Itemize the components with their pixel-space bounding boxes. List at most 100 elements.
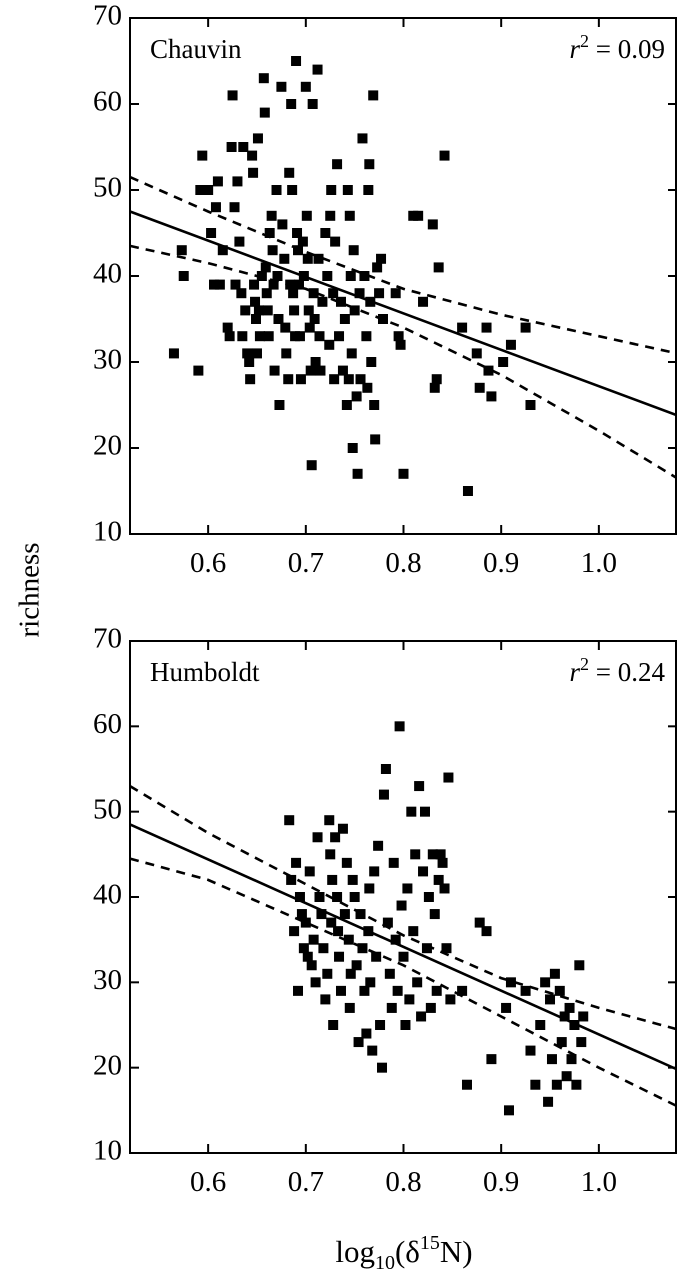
data-point: [328, 1020, 339, 1030]
confidence-band-lower: [129, 857, 677, 1108]
data-point: [392, 985, 403, 996]
data-point: [224, 331, 235, 342]
data-point: [300, 81, 311, 92]
data-point: [412, 977, 423, 988]
data-point: [325, 849, 336, 860]
data-point: [461, 1079, 472, 1090]
data-point: [410, 849, 421, 860]
data-point: [294, 331, 305, 342]
data-point: [352, 468, 363, 479]
panel-humboldt: 10 20 30 40 50 60 70 0.6 0.7 0.8 0.9 1.0 Humboldt r2 …: [93, 623, 677, 1198]
data-point: [578, 1011, 589, 1022]
data-point: [310, 977, 321, 988]
data-point: [569, 1020, 580, 1030]
confidence-band-upper: [129, 784, 677, 1031]
x-tick-label: 0.9: [483, 1166, 519, 1198]
data-point: [344, 210, 355, 221]
data-point: [481, 926, 492, 937]
data-point: [414, 781, 425, 792]
data-point: [427, 849, 438, 860]
plot-frame: [129, 640, 677, 1154]
data-point: [419, 806, 430, 817]
data-point: [373, 840, 384, 851]
data-point: [291, 56, 302, 66]
data-point: [242, 348, 253, 359]
data-point: [371, 951, 382, 962]
data-point: [269, 365, 280, 376]
data-point: [206, 228, 217, 238]
data-point: [236, 288, 247, 299]
data-point: [386, 1002, 397, 1013]
data-point: [408, 926, 419, 937]
data-point: [343, 934, 354, 945]
data-point: [393, 331, 404, 342]
data-point: [253, 305, 264, 316]
data-point: [361, 1028, 372, 1039]
data-point: [439, 883, 450, 894]
data-point: [378, 789, 389, 800]
data-point: [203, 185, 214, 195]
data-point: [212, 176, 223, 187]
data-point: [346, 348, 357, 359]
data-point: [292, 228, 303, 238]
data-point: [309, 314, 320, 324]
data-point: [370, 434, 381, 445]
data-point: [193, 365, 204, 376]
data-point: [551, 1079, 562, 1090]
data-point: [293, 279, 304, 290]
data-point: [362, 382, 373, 393]
data-point: [260, 262, 271, 273]
data-point: [367, 1045, 378, 1056]
data-point: [339, 909, 350, 920]
data-point: [304, 866, 315, 877]
data-point: [520, 322, 531, 333]
x-tick-label: 0.7: [288, 1166, 324, 1198]
data-point: [294, 892, 305, 902]
data-point: [195, 185, 206, 195]
x-tick-label: 0.8: [385, 1166, 421, 1198]
data-point: [274, 400, 285, 410]
data-point: [293, 985, 304, 996]
data-point: [252, 133, 263, 144]
panel-chauvin: 10 20 30 40 50 60 70 0.6 0.7 0.8 0.9 1.0 Chauvin r2 =…: [93, 0, 677, 579]
data-point: [357, 133, 368, 144]
r-squared-label: r2 = 0.09: [570, 31, 666, 64]
y-tick-label: 10: [93, 1135, 122, 1167]
data-point: [441, 943, 452, 954]
data-point: [305, 365, 316, 376]
data-point: [344, 1002, 355, 1013]
data-point: [289, 305, 300, 316]
data-point: [390, 934, 401, 945]
data-point: [317, 296, 328, 307]
data-point: [498, 357, 509, 367]
data-point: [364, 159, 375, 170]
data-point: [330, 236, 341, 247]
data-point: [564, 1002, 575, 1013]
data-point: [372, 262, 383, 273]
panel-title: Chauvin: [150, 34, 242, 64]
data-point: [314, 331, 325, 342]
data-point: [217, 245, 228, 256]
data-point: [303, 305, 314, 316]
data-point: [545, 994, 556, 1005]
data-point: [554, 985, 565, 996]
data-point: [332, 892, 343, 902]
data-point: [288, 288, 299, 299]
data-point: [416, 1011, 427, 1022]
data-point: [535, 1020, 546, 1030]
data-point: [244, 357, 255, 367]
data-point: [330, 832, 341, 843]
data-point: [268, 279, 279, 290]
data-point: [400, 1020, 411, 1030]
data-point: [247, 150, 258, 161]
data-point: [402, 883, 413, 894]
regression-line: [129, 210, 677, 417]
data-point: [302, 951, 313, 962]
y-tick-label: 70: [93, 623, 122, 655]
data-point: [259, 107, 270, 118]
data-point: [314, 892, 325, 902]
data-point: [315, 365, 326, 376]
data-point: [365, 977, 376, 988]
data-point: [176, 245, 187, 256]
y-tick-label: 40: [93, 258, 122, 290]
